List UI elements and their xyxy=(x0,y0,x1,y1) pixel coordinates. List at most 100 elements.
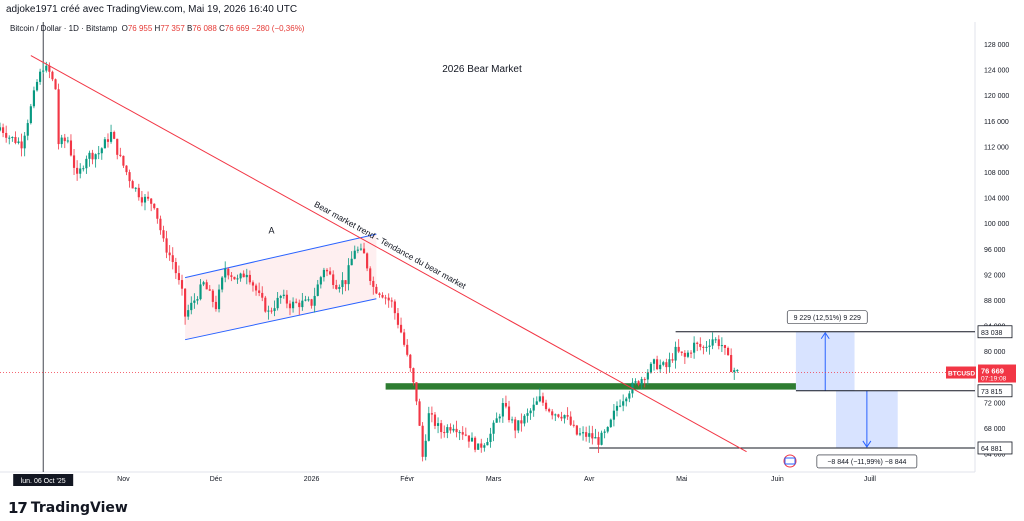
candle-body[interactable] xyxy=(26,123,29,136)
candle-body[interactable] xyxy=(501,403,504,417)
candle-body[interactable] xyxy=(347,265,350,285)
candle-body[interactable] xyxy=(603,431,606,433)
candle-body[interactable] xyxy=(375,286,378,294)
candle-body[interactable] xyxy=(554,414,557,416)
candle-body[interactable] xyxy=(498,416,501,419)
candle-body[interactable] xyxy=(106,139,110,142)
candle-body[interactable] xyxy=(649,363,653,373)
candle-body[interactable] xyxy=(474,437,477,450)
candle-body[interactable] xyxy=(578,433,582,435)
candle-body[interactable] xyxy=(273,308,276,312)
candle-body[interactable] xyxy=(165,238,168,253)
candle-body[interactable] xyxy=(412,368,415,383)
candle-body[interactable] xyxy=(393,301,396,314)
candle-body[interactable] xyxy=(461,432,464,435)
candle-body[interactable] xyxy=(32,90,36,107)
candle-body[interactable] xyxy=(23,135,26,149)
candle-body[interactable] xyxy=(14,136,17,143)
candle-body[interactable] xyxy=(76,167,79,174)
candle-body[interactable] xyxy=(335,284,338,289)
candle-body[interactable] xyxy=(322,269,326,278)
candle-body[interactable] xyxy=(406,344,409,355)
candle-body[interactable] xyxy=(332,274,335,285)
candle-body[interactable] xyxy=(45,65,48,71)
candle-body[interactable] xyxy=(430,413,433,415)
candle-body[interactable] xyxy=(69,140,73,156)
candle-body[interactable] xyxy=(236,278,239,280)
candle-body[interactable] xyxy=(387,297,390,301)
candle-body[interactable] xyxy=(42,70,45,72)
candle-body[interactable] xyxy=(541,396,545,403)
candle-body[interactable] xyxy=(362,248,366,254)
candle-body[interactable] xyxy=(730,354,733,373)
candle-body[interactable] xyxy=(134,187,137,189)
candle-body[interactable] xyxy=(452,428,455,431)
candle-body[interactable] xyxy=(239,273,242,279)
candle-body[interactable] xyxy=(156,208,159,219)
candle-body[interactable] xyxy=(526,413,529,416)
candle-body[interactable] xyxy=(224,268,227,278)
candle-body[interactable] xyxy=(470,437,474,442)
candle-body[interactable] xyxy=(338,287,341,289)
candle-body[interactable] xyxy=(51,71,54,80)
candle-body[interactable] xyxy=(17,141,20,143)
candle-body[interactable] xyxy=(140,197,143,203)
candle-body[interactable] xyxy=(723,345,727,348)
bear-trend-line[interactable] xyxy=(30,55,747,453)
candle-body[interactable] xyxy=(492,422,495,434)
candle-body[interactable] xyxy=(245,274,248,278)
candle-body[interactable] xyxy=(214,301,218,310)
candle-body[interactable] xyxy=(563,415,566,419)
candle-body[interactable] xyxy=(529,410,532,414)
candle-body[interactable] xyxy=(643,379,646,381)
candle-body[interactable] xyxy=(295,301,298,303)
candle-body[interactable] xyxy=(298,302,301,308)
candle-body[interactable] xyxy=(560,416,563,419)
candle-body[interactable] xyxy=(548,409,551,412)
candle-body[interactable] xyxy=(48,65,51,72)
candle-body[interactable] xyxy=(693,342,696,353)
candle-body[interactable] xyxy=(705,346,708,348)
candle-body[interactable] xyxy=(443,432,446,434)
candle-body[interactable] xyxy=(202,282,205,285)
candle-body[interactable] xyxy=(233,276,236,280)
candle-body[interactable] xyxy=(254,285,258,291)
candle-body[interactable] xyxy=(720,345,723,347)
candle-body[interactable] xyxy=(415,382,418,402)
candle-body[interactable] xyxy=(489,433,492,442)
candle-body[interactable] xyxy=(103,139,106,149)
candle-body[interactable] xyxy=(359,248,363,250)
candle-body[interactable] xyxy=(637,381,640,385)
candle-body[interactable] xyxy=(689,352,693,354)
candle-body[interactable] xyxy=(652,359,656,364)
candle-body[interactable] xyxy=(384,297,387,299)
candle-body[interactable] xyxy=(307,299,310,301)
candle-body[interactable] xyxy=(708,345,711,347)
candle-body[interactable] xyxy=(551,411,554,416)
candle-body[interactable] xyxy=(11,136,14,138)
candle-body[interactable] xyxy=(575,425,578,435)
candle-body[interactable] xyxy=(403,332,406,345)
candle-body[interactable] xyxy=(612,410,615,420)
candle-body[interactable] xyxy=(588,433,591,437)
candle-body[interactable] xyxy=(184,288,187,317)
candle-body[interactable] xyxy=(504,403,508,407)
candle-body[interactable] xyxy=(325,269,329,272)
candle-body[interactable] xyxy=(699,343,702,347)
candle-body[interactable] xyxy=(544,402,548,410)
candle-body[interactable] xyxy=(319,277,322,285)
candle-body[interactable] xyxy=(606,427,609,432)
candle-body[interactable] xyxy=(396,313,400,325)
candle-body[interactable] xyxy=(248,274,251,283)
candle-body[interactable] xyxy=(304,299,307,301)
candle-body[interactable] xyxy=(57,89,60,145)
candle-body[interactable] xyxy=(159,218,162,231)
candle-body[interactable] xyxy=(671,359,674,361)
candle-body[interactable] xyxy=(514,419,517,431)
candle-body[interactable] xyxy=(91,152,94,160)
candle-body[interactable] xyxy=(523,415,526,424)
candle-body[interactable] xyxy=(174,262,177,274)
candle-body[interactable] xyxy=(532,404,535,411)
candle-body[interactable] xyxy=(458,432,461,434)
candle-body[interactable] xyxy=(276,297,279,309)
